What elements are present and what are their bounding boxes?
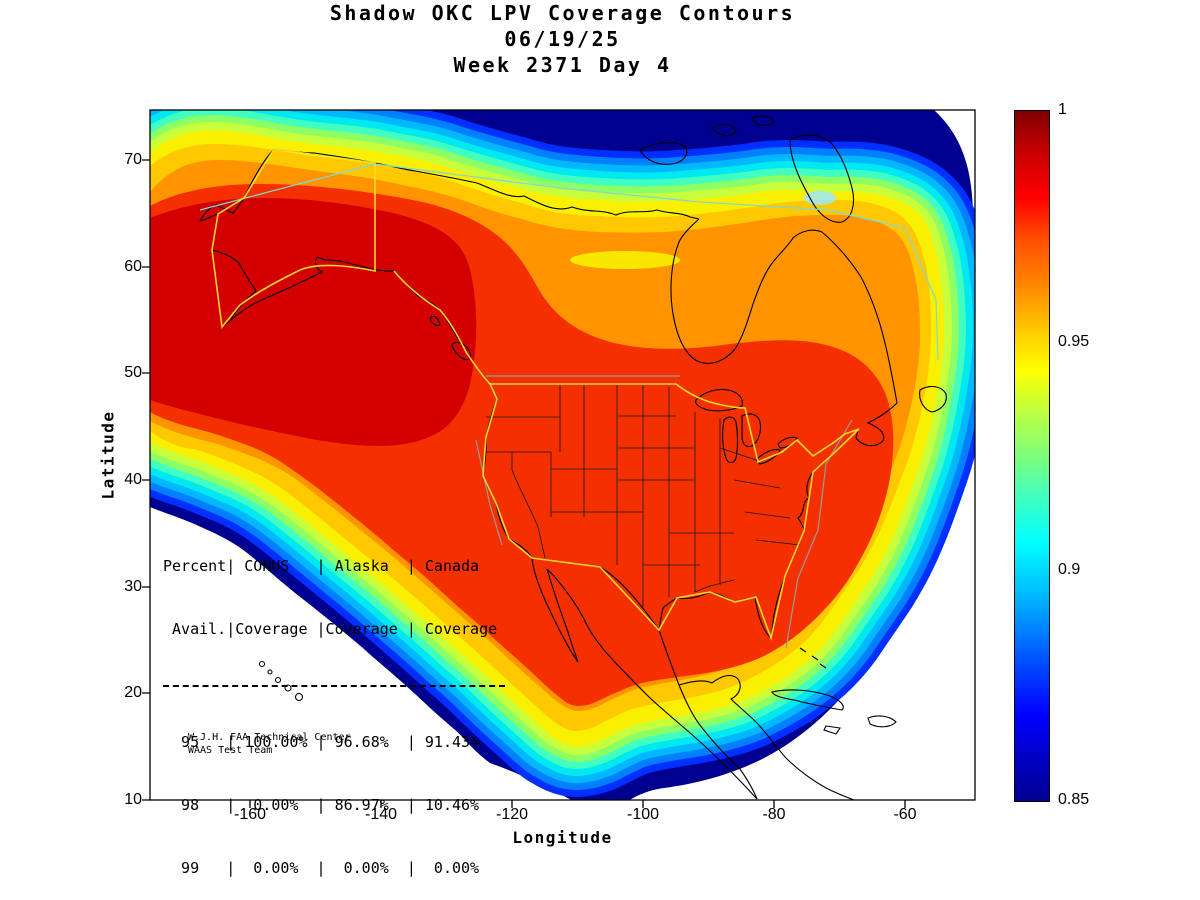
- coverage-table: Percent| CONUS | Alaska | Canada Avail.|…: [163, 514, 505, 900]
- credit-line-1: W.J.H. FAA Technical Center: [188, 732, 351, 743]
- colorbar-tick-095: 0.95: [1058, 333, 1090, 350]
- y-tick-40: 40: [124, 471, 142, 488]
- title-line-3: Week 2371 Day 4: [453, 53, 672, 77]
- service-volume-lines: [199, 148, 939, 649]
- x-tick-m80: -80: [762, 806, 786, 823]
- coverage-table-row-99: 99 | 0.00% | 0.00% | 0.00%: [163, 859, 480, 877]
- coverage-table-separator: [163, 685, 505, 687]
- coverage-table-header-1: Percent| CONUS | Alaska | Canada: [163, 557, 480, 575]
- y-tick-50: 50: [124, 364, 142, 381]
- colorbar-tick-085: 0.85: [1058, 791, 1090, 808]
- alaska-outline-yellow: [211, 148, 376, 329]
- figure-title: Shadow OKC LPV Coverage Contours 06/19/2…: [150, 0, 975, 78]
- plot-frame: [142, 109, 976, 808]
- conus-outline-yellow: [482, 383, 860, 641]
- x-tick-m100: -100: [626, 806, 660, 823]
- y-tick-70: 70: [124, 151, 142, 168]
- colorbar: [1014, 110, 1050, 802]
- credit-line-2: WAAS Test Team: [188, 745, 273, 756]
- coverage-table-header-2: Avail.|Coverage |Coverage | Coverage: [163, 620, 498, 638]
- coverage-table-row-98: 98 | 0.00% | 86.97% | 10.46%: [163, 796, 480, 814]
- credit-annotation: W.J.H. FAA Technical Center WAAS Test Te…: [188, 731, 351, 757]
- axis-ticks: [142, 159, 906, 808]
- coverage-table-row-95: 95 | 100.00% | 96.68% | 91.43%: [163, 733, 480, 751]
- x-axis-label: Longitude: [512, 828, 613, 847]
- y-tick-30: 30: [124, 578, 142, 595]
- title-line-1: Shadow OKC LPV Coverage Contours: [329, 1, 796, 25]
- y-tick-60: 60: [124, 258, 142, 275]
- x-tick-m60: -60: [893, 806, 917, 823]
- title-line-2: 06/19/25: [504, 27, 621, 51]
- state-borders: [486, 384, 801, 607]
- y-tick-10: 10: [124, 791, 142, 808]
- x-tick-m140: -140: [364, 806, 398, 823]
- contour-bands: [150, 110, 975, 800]
- x-tick-m160: -160: [233, 806, 267, 823]
- colorbar-tick-09: 0.9: [1058, 561, 1081, 578]
- colorbar-tick-1: 1: [1058, 101, 1067, 118]
- x-tick-m120: -120: [495, 806, 529, 823]
- y-tick-20: 20: [124, 684, 142, 701]
